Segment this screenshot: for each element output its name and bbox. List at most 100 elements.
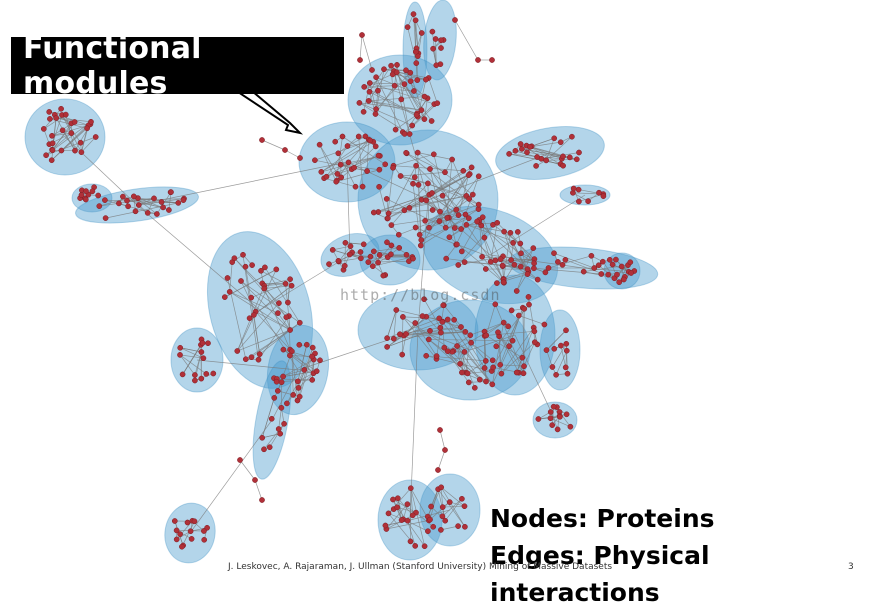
protein-node	[416, 182, 421, 187]
protein-node	[276, 301, 281, 306]
protein-node	[282, 421, 287, 426]
protein-node	[352, 165, 357, 170]
watermark-text: http://blog.csdn	[340, 286, 501, 304]
protein-node	[444, 256, 449, 261]
protein-node	[345, 143, 350, 148]
protein-node	[282, 147, 287, 152]
protein-node	[501, 320, 506, 325]
protein-node	[347, 252, 352, 257]
protein-node	[468, 333, 473, 338]
protein-node	[546, 265, 551, 270]
protein-node	[275, 311, 280, 316]
protein-node	[211, 371, 216, 376]
protein-node	[297, 320, 302, 325]
protein-node	[279, 380, 284, 385]
protein-node	[361, 109, 366, 114]
protein-node	[440, 193, 445, 198]
protein-node	[178, 532, 183, 537]
protein-node	[581, 269, 586, 274]
protein-node	[599, 271, 604, 276]
protein-node	[159, 199, 164, 204]
protein-node	[404, 331, 409, 336]
protein-node	[565, 371, 570, 376]
protein-node	[560, 154, 565, 159]
protein-node	[550, 423, 555, 428]
protein-node	[289, 283, 294, 288]
protein-node	[423, 77, 428, 82]
protein-node	[532, 261, 537, 266]
protein-node	[463, 212, 468, 217]
protein-node	[257, 352, 262, 357]
protein-node	[304, 342, 309, 347]
protein-node	[499, 371, 504, 376]
protein-node	[356, 134, 361, 139]
protein-node	[281, 374, 286, 379]
protein-node	[389, 223, 394, 228]
protein-node	[413, 18, 418, 23]
protein-node	[78, 140, 83, 145]
protein-node	[172, 518, 177, 523]
protein-node	[431, 152, 436, 157]
legend-edges: Edges: Physical interactions	[490, 537, 872, 611]
protein-node	[411, 88, 416, 93]
protein-node	[317, 142, 322, 147]
protein-node	[596, 190, 601, 195]
protein-node	[330, 247, 335, 252]
protein-node	[161, 205, 166, 210]
protein-node	[510, 240, 515, 245]
protein-node	[47, 109, 52, 114]
protein-node	[72, 148, 77, 153]
protein-node	[469, 165, 474, 170]
protein-node	[400, 352, 405, 357]
protein-node	[522, 306, 527, 311]
protein-node	[507, 344, 512, 349]
legend: Nodes: Proteins Edges: Physical interact…	[490, 500, 872, 611]
protein-node	[606, 272, 611, 277]
protein-node	[501, 280, 506, 285]
protein-node	[168, 190, 173, 195]
protein-node	[518, 264, 523, 269]
edge	[262, 140, 285, 150]
protein-node	[427, 166, 432, 171]
protein-node	[267, 445, 272, 450]
protein-node	[386, 511, 391, 516]
protein-node	[358, 256, 363, 261]
protein-node	[368, 138, 373, 143]
protein-node	[502, 229, 507, 234]
protein-node	[177, 352, 182, 357]
protein-node	[297, 342, 302, 347]
protein-node	[454, 207, 459, 212]
protein-node	[490, 358, 495, 363]
protein-node	[564, 341, 569, 346]
protein-node	[480, 254, 485, 259]
protein-node	[518, 251, 523, 256]
protein-node	[563, 365, 568, 370]
protein-node	[519, 146, 524, 151]
protein-node	[483, 266, 488, 271]
protein-node	[472, 385, 477, 390]
protein-node	[79, 150, 84, 155]
protein-node	[430, 29, 435, 34]
protein-node	[120, 194, 125, 199]
protein-node	[374, 75, 379, 80]
protein-node	[443, 518, 448, 523]
protein-node	[377, 252, 382, 257]
protein-node	[405, 518, 410, 523]
protein-node	[563, 257, 568, 262]
protein-node	[243, 357, 248, 362]
protein-node	[495, 330, 500, 335]
protein-node	[396, 232, 401, 237]
protein-node	[404, 252, 409, 257]
protein-node	[521, 364, 526, 369]
protein-node	[252, 477, 257, 482]
protein-node	[621, 277, 626, 282]
protein-node	[314, 369, 319, 374]
protein-node	[526, 294, 531, 299]
protein-node	[438, 325, 443, 330]
protein-node	[262, 265, 267, 270]
protein-node	[310, 377, 315, 382]
protein-node	[199, 376, 204, 381]
protein-node	[430, 207, 435, 212]
protein-node	[568, 424, 573, 429]
protein-node	[383, 523, 388, 528]
